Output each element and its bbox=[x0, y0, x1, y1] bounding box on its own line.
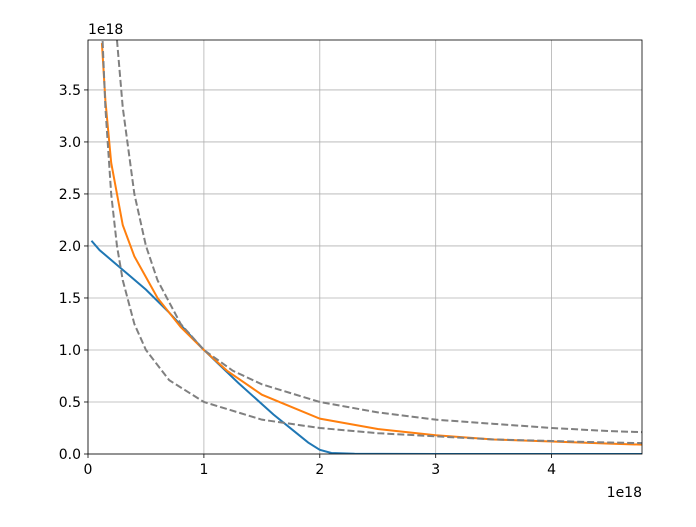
y-offset-label: 1e18 bbox=[88, 22, 123, 38]
line-series bbox=[115, 40, 642, 434]
line-series bbox=[101, 40, 642, 445]
x-tick-label: 4 bbox=[547, 462, 556, 478]
y-tick-label: 3.0 bbox=[59, 135, 81, 151]
y-tick-label: 0.5 bbox=[59, 395, 81, 411]
y-tick-label: 1.5 bbox=[59, 291, 81, 307]
x-offset-label: 1e18 bbox=[607, 485, 642, 501]
y-tick-label: 0.0 bbox=[59, 447, 81, 463]
y-tick-label: 2.0 bbox=[59, 239, 81, 255]
x-tick-label: 0 bbox=[84, 462, 93, 478]
x-tick-label: 3 bbox=[431, 462, 440, 478]
y-tick-label: 1.0 bbox=[59, 343, 81, 359]
y-tick-label: 2.5 bbox=[59, 187, 81, 203]
x-tick-label: 2 bbox=[315, 462, 324, 478]
y-tick-label: 3.5 bbox=[59, 83, 81, 99]
axes-frame bbox=[87, 39, 643, 455]
x-tick-label: 1 bbox=[199, 462, 208, 478]
